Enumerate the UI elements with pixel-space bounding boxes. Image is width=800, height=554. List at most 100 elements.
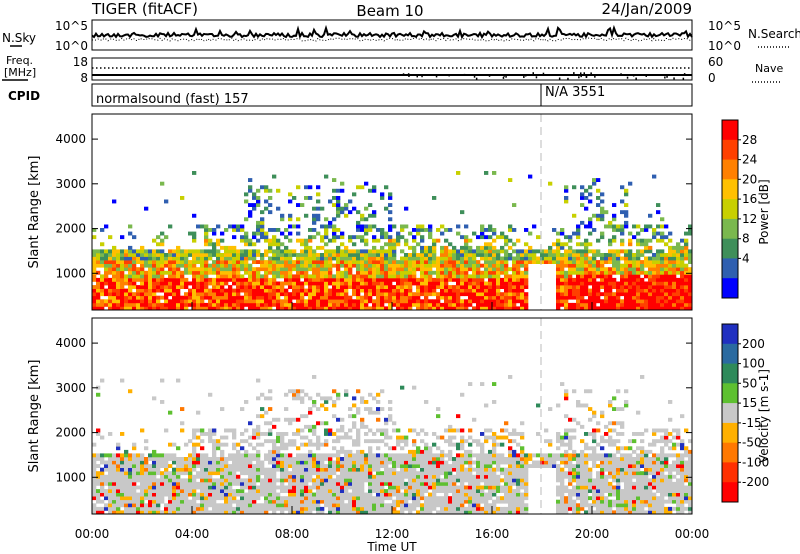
- velocity-cell: [388, 400, 393, 404]
- power-cell: [400, 274, 405, 279]
- velocity-cell: [104, 492, 109, 497]
- nave-marker: [567, 77, 569, 80]
- power-cell: [412, 267, 417, 272]
- velocity-cell: [388, 446, 393, 451]
- velocity-cell: [484, 503, 489, 508]
- velocity-cell: [248, 489, 253, 493]
- power-cell: [332, 263, 337, 268]
- power-cell: [196, 256, 201, 261]
- power-cell: [688, 295, 693, 300]
- power-cell: [576, 242, 581, 247]
- velocity-cell: [260, 506, 265, 511]
- velocity-cell: [308, 396, 313, 401]
- velocity-cell: [504, 499, 509, 504]
- velocity-cell: [116, 474, 121, 479]
- velocity-cell: [444, 481, 449, 486]
- power-cell: [360, 235, 365, 240]
- velocity-cell: [232, 446, 237, 451]
- power-cell: [300, 242, 305, 247]
- velocity-cell: [448, 424, 453, 429]
- power-cell: [624, 295, 629, 300]
- power-cell: [492, 285, 497, 289]
- velocity-cell: [348, 407, 353, 411]
- power-cell: [516, 253, 521, 257]
- power-cell: [112, 288, 117, 293]
- power-cell: [480, 245, 485, 250]
- velocity-cell: [164, 492, 169, 497]
- power-cell: [344, 260, 349, 264]
- power-cell: [240, 260, 245, 264]
- velocity-cell: [340, 499, 345, 504]
- power-cell: [144, 249, 149, 254]
- power-cell: [232, 295, 237, 300]
- power-cell: [268, 203, 273, 207]
- power-cell: [176, 285, 181, 289]
- velocity-cell: [512, 510, 517, 515]
- power-cell: [200, 277, 205, 282]
- power-cell: [424, 249, 429, 254]
- power-cell: [368, 263, 373, 268]
- velocity-cell: [300, 478, 305, 483]
- velocity-cell: [388, 467, 393, 472]
- velocity-cell: [212, 481, 217, 486]
- velocity-cell: [484, 481, 489, 486]
- velocity-cell: [392, 492, 397, 497]
- power-cell: [252, 249, 257, 254]
- power-cell: [128, 245, 133, 250]
- power-cell: [200, 295, 205, 300]
- velocity-cell: [180, 510, 185, 515]
- velocity-cell: [308, 499, 313, 504]
- power-cell: [376, 299, 381, 304]
- power-cell: [172, 277, 177, 282]
- power-cell: [464, 285, 469, 289]
- velocity-cell: [164, 503, 169, 508]
- velocity-cell: [128, 464, 133, 468]
- velocity-cell: [128, 510, 133, 515]
- power-cell: [168, 249, 173, 254]
- power-cell: [648, 299, 653, 304]
- power-cell: [220, 256, 225, 261]
- velocity-cell: [280, 506, 285, 511]
- velocity-cell: [160, 510, 165, 515]
- power-cell: [452, 292, 457, 297]
- power-cell: [380, 192, 385, 197]
- power-cell: [668, 249, 673, 254]
- velocity-cell: [304, 435, 309, 440]
- power-cell: [564, 299, 569, 304]
- power-cell: [656, 249, 661, 254]
- power-cell: [204, 285, 209, 289]
- power-cell: [580, 242, 585, 247]
- velocity-cell: [508, 449, 513, 454]
- velocity-cell: [388, 492, 393, 497]
- power-cell: [432, 196, 437, 200]
- power-cell: [672, 302, 677, 307]
- power-cell: [644, 270, 649, 275]
- velocity-cell: [324, 485, 329, 490]
- velocity-cell: [264, 481, 269, 486]
- power-cell: [228, 224, 233, 229]
- power-cell: [116, 306, 121, 311]
- power-cell: [208, 249, 213, 254]
- power-cell: [588, 302, 593, 307]
- velocity-cell: [228, 428, 233, 433]
- velocity-cell: [132, 471, 137, 476]
- velocity-cell: [384, 474, 389, 479]
- velocity-cell: [288, 460, 293, 465]
- velocity-cell: [368, 471, 373, 476]
- power-cell: [412, 253, 417, 257]
- power-cell: [468, 274, 473, 279]
- velocity-cell: [396, 457, 401, 461]
- power-cell: [264, 235, 269, 240]
- velocity-cell: [420, 496, 425, 501]
- power-cell: [472, 263, 477, 268]
- velocity-cell: [344, 489, 349, 493]
- power-cell: [408, 288, 413, 293]
- power-cell: [408, 292, 413, 297]
- velocity-cell: [196, 428, 201, 433]
- velocity-cell: [424, 464, 429, 468]
- velocity-cell: [220, 442, 225, 447]
- power-cell: [428, 256, 433, 261]
- velocity-cell: [320, 492, 325, 497]
- power-cell: [428, 260, 433, 264]
- power-cell: [612, 224, 617, 229]
